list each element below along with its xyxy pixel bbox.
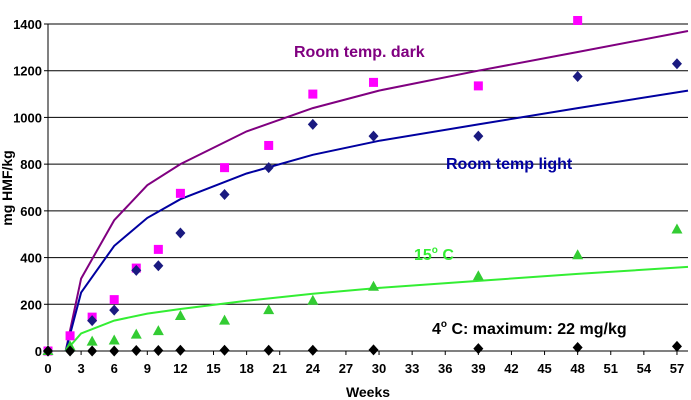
point-light — [263, 162, 274, 174]
x-tick-label: 30 — [372, 361, 386, 376]
point-dark — [369, 77, 379, 87]
x-tick-label: 39 — [471, 361, 485, 376]
y-tick-label: 800 — [20, 157, 42, 172]
point-c15 — [472, 270, 484, 281]
point-c4 — [263, 344, 274, 356]
point-c4 — [368, 344, 379, 356]
x-tick-label: 24 — [306, 361, 321, 376]
annotation-4c-degree: o — [441, 319, 447, 330]
annotation-15c-degree: o — [432, 245, 438, 256]
point-c4 — [572, 341, 583, 353]
point-c15 — [130, 328, 142, 339]
point-light — [572, 71, 583, 83]
x-tick-label: 51 — [604, 361, 618, 376]
point-c4 — [671, 340, 682, 352]
point-light — [109, 304, 120, 316]
y-tick-label: 1400 — [13, 17, 42, 32]
point-c4 — [307, 344, 318, 356]
y-axis-title: mg HMF/kg — [0, 150, 15, 225]
data-points — [42, 15, 683, 357]
point-dark — [175, 188, 185, 198]
point-c15 — [86, 335, 98, 346]
x-tick-label: 42 — [504, 361, 518, 376]
point-c4 — [473, 343, 484, 355]
point-c4 — [131, 345, 142, 357]
x-tick-label: 12 — [173, 361, 187, 376]
x-tick-labels: 0 3 6 9 12 15 18 21 24 27 30 33 36 39 42 45 48 51 54 57 — [44, 361, 684, 376]
x-tick-label: 36 — [438, 361, 452, 376]
point-dark — [220, 163, 230, 173]
x-tick-label: 15 — [206, 361, 220, 376]
annotation-4c-text: C: maximum: 22 mg/kg — [447, 321, 627, 338]
trendline-dark — [64, 30, 689, 352]
annotation-4c-value: 4 — [432, 321, 441, 338]
point-light — [175, 227, 186, 239]
x-tick-label: 3 — [77, 361, 84, 376]
x-axis-title: Weeks — [346, 384, 390, 400]
point-c4 — [65, 345, 76, 357]
point-c15 — [108, 334, 120, 345]
point-light — [87, 315, 98, 327]
point-c15 — [152, 325, 164, 336]
point-c15 — [263, 304, 275, 315]
point-light — [368, 130, 379, 142]
point-dark — [65, 331, 75, 341]
point-c4 — [43, 345, 53, 357]
point-dark — [109, 295, 119, 305]
annotation-4c-max: 4o C: maximum: 22 mg/kg — [432, 319, 627, 338]
y-tick-label: 0 — [35, 344, 42, 359]
point-c15 — [368, 280, 380, 291]
annotation-room-temp-light: Room temp light — [446, 156, 573, 173]
gridlines — [44, 23, 688, 352]
annotations: Room temp. dark Room temp light 15o C 4o… — [294, 44, 627, 338]
point-c4 — [175, 344, 186, 356]
x-tick-label: 0 — [44, 361, 51, 376]
x-tick-label: 9 — [144, 361, 151, 376]
x-tick-label: 6 — [111, 361, 118, 376]
point-dark — [308, 89, 318, 99]
point-c4 — [219, 344, 230, 356]
trendline-light — [64, 89, 689, 352]
point-light — [473, 130, 484, 142]
point-c15 — [572, 249, 584, 260]
x-tick-label: 48 — [570, 361, 584, 376]
annotation-15c-unit: C — [438, 247, 454, 264]
x-tick-label: 33 — [405, 361, 419, 376]
x-tick-label: 18 — [239, 361, 253, 376]
point-light — [307, 118, 318, 130]
y-tick-label: 200 — [20, 297, 42, 312]
point-light — [153, 260, 164, 272]
y-tick-label: 600 — [20, 204, 42, 219]
point-c4 — [153, 345, 164, 357]
x-tick-label: 21 — [272, 361, 286, 376]
y-tick-label: 1200 — [13, 64, 42, 79]
point-c4 — [87, 345, 98, 357]
annotation-room-temp-dark: Room temp. dark — [294, 44, 425, 61]
x-tick-label: 45 — [537, 361, 551, 376]
annotation-15c: 15o C — [414, 245, 454, 264]
trendlines — [64, 30, 689, 352]
y-tick-label: 1000 — [13, 110, 42, 125]
point-c4 — [109, 345, 120, 357]
annotation-15c-value: 15 — [414, 247, 432, 264]
x-tick-label: 54 — [637, 361, 652, 376]
point-light — [219, 189, 230, 201]
y-tick-labels: 0 200 400 600 800 1000 1200 1400 — [13, 17, 42, 359]
point-light — [131, 264, 142, 276]
point-dark — [573, 15, 583, 25]
point-dark — [264, 140, 274, 150]
trendline-c15 — [64, 265, 689, 352]
point-dark — [473, 81, 483, 91]
point-c15 — [671, 223, 683, 234]
x-tick-label: 57 — [670, 361, 684, 376]
point-c15 — [174, 309, 186, 320]
point-light — [671, 58, 682, 70]
point-c15 — [219, 314, 231, 325]
point-c15 — [307, 294, 319, 305]
point-dark — [153, 244, 163, 254]
y-tick-label: 400 — [20, 251, 42, 266]
point-c15 — [64, 340, 76, 351]
x-tick-label: 27 — [339, 361, 353, 376]
